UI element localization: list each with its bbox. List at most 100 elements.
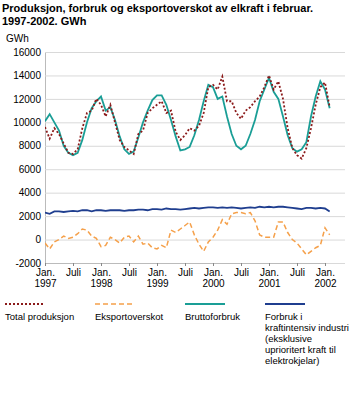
legend-swatch <box>5 303 45 305</box>
tick: Jan.1997 <box>34 263 57 289</box>
grid-line <box>45 122 345 123</box>
text-line: Juli <box>66 267 81 278</box>
plot-area <box>45 75 330 254</box>
tick-mark <box>129 263 130 266</box>
text-line: 2001 <box>258 278 281 289</box>
title: Produksjon, forbruk og eksportoverskot a… <box>2 2 313 27</box>
text-line: Jan. <box>148 267 167 278</box>
legend-label: Eksportoverskot <box>95 311 163 322</box>
tick: Jan.2000 <box>202 263 225 289</box>
legend-item: Total produksjon <box>5 304 74 322</box>
text-line: Juli <box>234 267 249 278</box>
text-line: Forbruk i <box>265 311 302 322</box>
tick-label: 6000 <box>19 164 42 175</box>
tick-mark <box>157 263 158 266</box>
tick-mark <box>45 263 46 266</box>
legend-label: Total produksjon <box>5 311 74 322</box>
text-line: 1997-2002. GWh <box>2 15 87 27</box>
tick-mark <box>73 263 74 266</box>
tick: 4000 <box>19 187 345 198</box>
text-line: Jan. <box>204 267 223 278</box>
tick-label: 12000 <box>13 94 41 105</box>
text-line: (eksklusive <box>265 333 312 344</box>
legend: Total produksjon Eksportoverskot Bruttofor… <box>5 304 349 366</box>
y-axis: -200002000400060008000100001200014000160… <box>13 47 345 269</box>
tick: Juli <box>290 263 305 278</box>
text-line: Bruttoforbruk <box>185 311 240 322</box>
text-line: 1999 <box>146 278 169 289</box>
legend-swatch <box>265 303 305 305</box>
text-line: 1997 <box>34 278 57 289</box>
tick: Jan.2001 <box>258 263 281 289</box>
tick-label: Juli <box>290 267 305 278</box>
tick: 12000 <box>13 94 345 105</box>
text-line: Juli <box>290 267 305 278</box>
tick: Juli <box>234 263 249 278</box>
tick: 16000 <box>13 47 345 58</box>
tick-label: Juli <box>66 267 81 278</box>
grid-line <box>45 52 345 53</box>
tick-label: 2000 <box>19 211 42 222</box>
tick: 0 <box>35 234 345 245</box>
grid-line <box>45 169 345 170</box>
tick-label: Jan.1999 <box>146 267 169 289</box>
tick: 6000 <box>19 164 345 175</box>
tick: Juli <box>122 263 137 278</box>
tick: 10000 <box>13 117 345 128</box>
tick-label: Jan.2001 <box>258 267 281 289</box>
tick-label: 4000 <box>19 187 42 198</box>
tick-mark <box>185 263 186 266</box>
grid-line <box>45 99 345 100</box>
text-line: 2000 <box>202 278 225 289</box>
tick-mark <box>325 263 326 266</box>
tick: Juli <box>178 263 193 278</box>
text-line: uprioritert kraft til <box>265 344 336 355</box>
text-line: Jan. <box>260 267 279 278</box>
tick-label: 14000 <box>13 70 41 81</box>
tick: 2000 <box>19 211 345 222</box>
tick: Juli <box>66 263 81 278</box>
legend-swatch <box>185 303 225 305</box>
y-axis-title: GWh <box>6 33 29 44</box>
legend-item: Eksportoverskot <box>95 304 163 322</box>
text-line: Total produksjon <box>5 311 74 322</box>
legend-label: Bruttoforbruk <box>185 311 240 322</box>
chart: Produksjon, forbruk og eksportoverskot a… <box>0 0 355 395</box>
text-line: Produksjon, forbruk og eksportoverskot a… <box>2 2 313 14</box>
text-line: elektrokjelar) <box>265 355 319 366</box>
x-axis: Jan.1997JuliJan.1998JuliJan.1999JuliJan.… <box>34 263 337 289</box>
tick-label: Jan.2002 <box>314 267 337 289</box>
text-line: Eksportoverskot <box>95 311 163 322</box>
text-line: 2002 <box>314 278 337 289</box>
grid-line <box>45 146 345 147</box>
text-line: Juli <box>122 267 137 278</box>
text-line: Jan. <box>316 267 335 278</box>
text-line: Jan. <box>92 267 111 278</box>
legend-item: Bruttoforbruk <box>185 304 240 322</box>
legend-item: Forbruk ikraftintensiv industri(eksklusi… <box>265 304 349 366</box>
tick-mark <box>213 263 214 266</box>
series-line <box>45 78 330 155</box>
grid-line <box>45 75 345 76</box>
tick-label: 16000 <box>13 47 41 58</box>
tick-label: 0 <box>35 234 41 245</box>
text-line: Juli <box>178 267 193 278</box>
tick-mark <box>269 263 270 266</box>
tick-label: 8000 <box>19 140 42 151</box>
tick: Jan.2002 <box>314 263 337 289</box>
legend-swatch <box>95 303 135 305</box>
tick-label: Juli <box>178 267 193 278</box>
series-line <box>45 207 330 214</box>
tick: Jan.1999 <box>146 263 169 289</box>
series-line <box>45 213 330 255</box>
tick-mark <box>297 263 298 266</box>
tick-label: Jan.2000 <box>202 267 225 289</box>
tick-label: Juli <box>122 267 137 278</box>
tick-label: Jan.1997 <box>34 267 57 289</box>
tick-mark <box>241 263 242 266</box>
legend-label: Forbruk ikraftintensiv industri(eksklusi… <box>265 311 349 366</box>
grid-line <box>45 193 345 194</box>
grid-line <box>45 216 345 217</box>
tick-mark <box>101 263 102 266</box>
tick: 14000 <box>13 70 345 81</box>
